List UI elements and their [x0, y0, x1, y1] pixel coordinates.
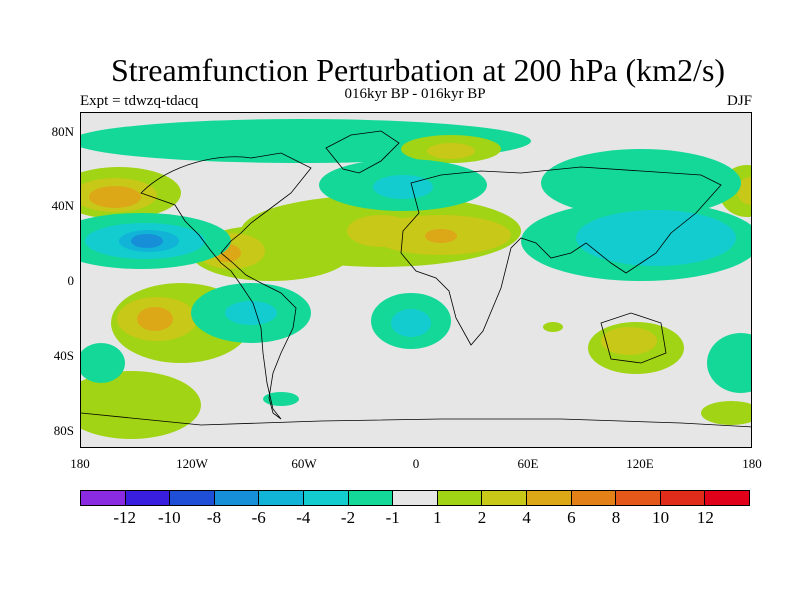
- streamfunction-map: [81, 119, 751, 439]
- colorbar-swatch: [571, 491, 617, 505]
- colorbar-swatch: [616, 491, 661, 505]
- colorbar-tick-label: 2: [477, 508, 487, 527]
- colorbar-swatch: [526, 491, 572, 505]
- lon-label-120w: 120W: [176, 456, 208, 471]
- colorbar-swatch: [303, 491, 349, 505]
- colorbar: [80, 490, 750, 506]
- lat-label-80s: 80S: [53, 423, 74, 438]
- season-label: DJF: [726, 93, 752, 109]
- plot-title: Streamfunction Perturbation at 200 hPa (…: [110, 52, 726, 88]
- colorbar-tick-label: 6: [567, 508, 576, 527]
- colorbar-tick-label: 4: [522, 508, 531, 527]
- negative-anomaly-regions: [81, 119, 751, 406]
- colorbar-swatch: [214, 491, 260, 505]
- lon-label-120e: 120E: [626, 456, 654, 471]
- colorbar-swatch: [125, 491, 171, 505]
- plot-subtitle: 016kyr BP - 016kyr BP: [344, 86, 486, 102]
- colorbar-tick-label: -4: [296, 508, 311, 527]
- lat-label-40s: 40S: [53, 348, 74, 363]
- colorbar-tick-label: -6: [251, 508, 266, 527]
- map-panel: [80, 112, 752, 448]
- colorbar-swatch: [393, 491, 438, 505]
- lon-label-60e: 60E: [517, 456, 539, 471]
- colorbar-swatch: [705, 491, 749, 505]
- coastlines: [81, 130, 751, 428]
- positive-anomaly-regions: [81, 165, 751, 439]
- lon-label-180w: 180: [70, 456, 90, 471]
- colorbar-tick-label: -10: [157, 508, 181, 527]
- colorbar-swatch: [660, 491, 706, 505]
- lat-label-80n: 80N: [51, 124, 74, 139]
- colorbar-swatch: [170, 491, 215, 505]
- lon-label-0: 0: [412, 456, 420, 471]
- lon-label-180e: 180: [742, 456, 762, 471]
- colorbar-swatch: [482, 491, 527, 505]
- colorbar-swatch: [81, 491, 126, 505]
- colorbar-swatch: [348, 491, 394, 505]
- colorbar-swatch: [259, 491, 304, 505]
- colorbar-swatch: [437, 491, 483, 505]
- colorbar-tick-label: 10: [652, 508, 670, 527]
- colorbar-tick-label: -2: [340, 508, 356, 527]
- colorbar-tick-label: -8: [206, 508, 222, 527]
- colorbar-tick-label: 8: [611, 508, 621, 527]
- lon-label-60w: 60W: [291, 456, 317, 471]
- colorbar-tick-label: 1: [433, 508, 442, 527]
- experiment-label: Expt = tdwzq-tdacq: [80, 93, 199, 109]
- colorbar-tick-label: 12: [696, 508, 714, 527]
- lat-label-40n: 40N: [51, 198, 74, 213]
- lat-label-0: 0: [67, 273, 75, 288]
- colorbar-tick-label: -12: [113, 508, 136, 527]
- colorbar-tick-label: -1: [385, 508, 400, 527]
